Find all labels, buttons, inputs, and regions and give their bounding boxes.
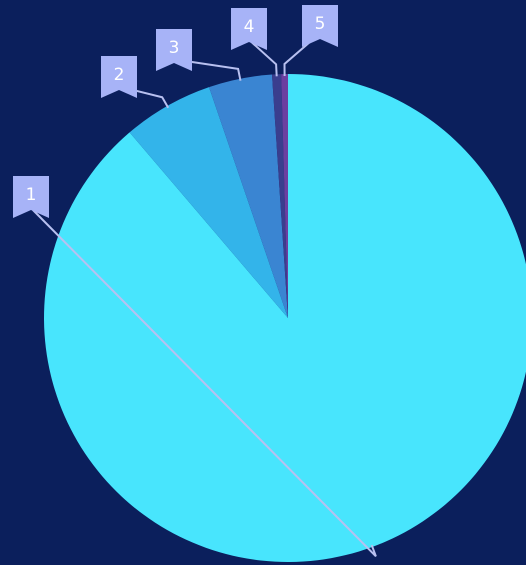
slice-label-1: 1 (26, 185, 37, 205)
pie-slice-1 (44, 74, 526, 562)
slice-label-5: 5 (315, 14, 326, 34)
flag-shape-5 (302, 5, 338, 47)
slice-label-4: 4 (244, 17, 255, 37)
flag-shape-3 (156, 29, 192, 71)
slice-label-flag-2: 2 (101, 56, 137, 98)
pie-slice-5 (281, 74, 288, 318)
pie-slice-4 (272, 74, 288, 318)
slice-label-flag-5: 5 (302, 5, 338, 47)
slice-label-2: 2 (114, 65, 125, 85)
slice-label-3: 3 (169, 38, 180, 58)
flag-shape-1 (13, 176, 49, 218)
leader-line-4 (246, 37, 278, 77)
slice-label-flag-3: 3 (156, 29, 192, 71)
pie-slices (44, 74, 526, 562)
pie-slice-2 (129, 87, 288, 318)
slice-label-flag-4: 4 (231, 8, 267, 50)
slice-label-flag-1: 1 (13, 176, 49, 218)
slice-labels: 1 2 3 4 5 (13, 5, 338, 218)
flag-shape-4 (231, 8, 267, 50)
leader-line-1 (28, 205, 377, 558)
pie-slice-3 (209, 74, 288, 318)
leader-line-3 (171, 58, 242, 81)
flag-shape-2 (101, 56, 137, 98)
